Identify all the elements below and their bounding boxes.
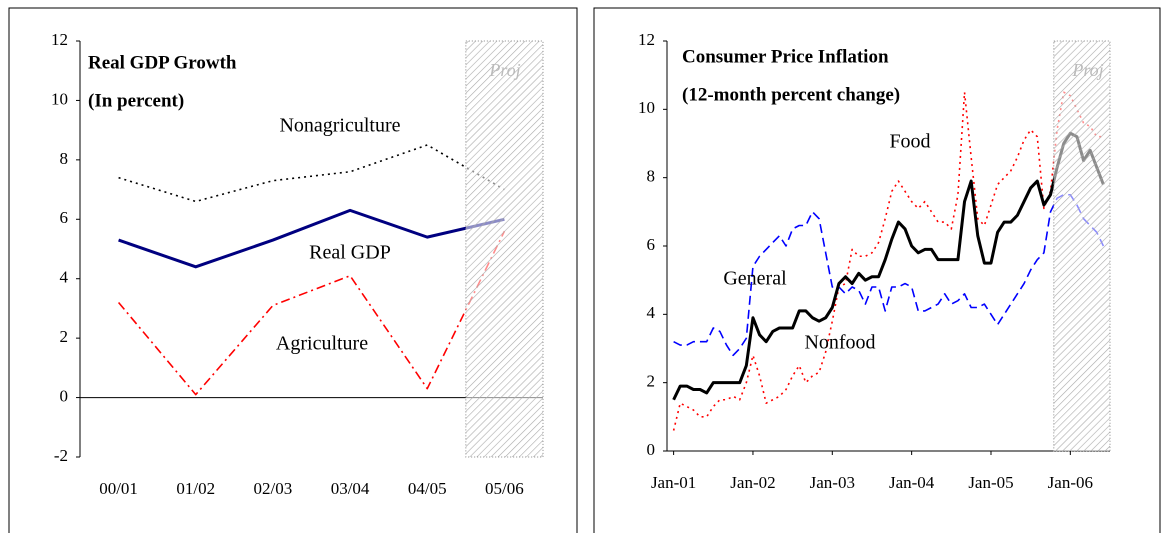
x-tick-label: 01/02 bbox=[176, 479, 215, 498]
x-tick-label: Jan-03 bbox=[810, 473, 855, 492]
y-tick-label: 0 bbox=[647, 440, 656, 459]
x-tick-label: Jan-06 bbox=[1048, 473, 1093, 492]
projection-label: Proj bbox=[488, 60, 520, 80]
panel-frame bbox=[593, 7, 1161, 533]
series-line bbox=[118, 144, 505, 203]
series-line bbox=[117, 230, 506, 396]
x-tick-label: Jan-05 bbox=[968, 473, 1013, 492]
y-tick-label: 8 bbox=[647, 167, 656, 186]
projection-region bbox=[1053, 40, 1111, 452]
x-tick-label: 05/06 bbox=[485, 479, 524, 498]
series-line bbox=[673, 193, 1105, 357]
y-tick-label: 0 bbox=[60, 386, 69, 405]
chart-title: Real GDP Growth bbox=[88, 52, 237, 73]
x-tick-label: 02/03 bbox=[254, 479, 293, 498]
chart-title: Consumer Price Inflation bbox=[682, 46, 889, 67]
x-tick-label: 03/04 bbox=[331, 479, 370, 498]
series-label: General bbox=[723, 268, 787, 290]
series-line bbox=[118, 208, 505, 269]
chart-subtitle: (In percent) bbox=[88, 90, 184, 111]
y-tick-label: 2 bbox=[60, 327, 69, 346]
series-line bbox=[672, 131, 1105, 401]
x-tick-label: Jan-02 bbox=[730, 473, 775, 492]
y-tick-label: 4 bbox=[647, 303, 656, 322]
y-tick-label: 10 bbox=[638, 98, 655, 117]
y-tick-label: 10 bbox=[51, 89, 68, 108]
x-tick-label: 04/05 bbox=[408, 479, 447, 498]
x-tick-label: 00/01 bbox=[99, 479, 138, 498]
chart-subtitle: (12-month percent change) bbox=[682, 84, 900, 105]
series-label: Food bbox=[889, 131, 930, 153]
y-tick-label: 12 bbox=[638, 30, 655, 49]
series-label: Agriculture bbox=[276, 333, 368, 355]
series-label: Real GDP bbox=[309, 242, 391, 264]
y-tick-label: 8 bbox=[60, 149, 69, 168]
projection-label: Proj bbox=[1071, 60, 1103, 80]
x-tick-label: Jan-04 bbox=[889, 473, 935, 492]
y-tick-label: 6 bbox=[60, 208, 69, 227]
y-tick-label: 6 bbox=[647, 235, 656, 254]
series-label: Nonagriculture bbox=[279, 115, 400, 137]
x-tick-label: Jan-01 bbox=[651, 473, 696, 492]
series-label: Nonfood bbox=[804, 332, 875, 354]
projection-region bbox=[465, 40, 544, 458]
panel-frame bbox=[8, 7, 578, 533]
y-tick-label: 2 bbox=[647, 372, 656, 391]
y-tick-label: 12 bbox=[51, 30, 68, 49]
y-tick-label: 4 bbox=[60, 268, 69, 287]
y-tick-label: -2 bbox=[54, 446, 68, 465]
